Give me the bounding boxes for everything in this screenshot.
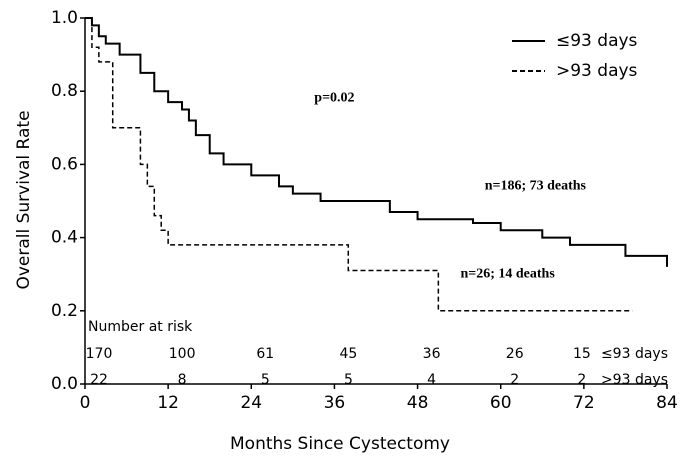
risk-count: 100 — [169, 346, 196, 362]
risk-count: 36 — [423, 346, 441, 362]
risk-count: 61 — [256, 346, 274, 362]
risk-count: 2 — [577, 372, 586, 388]
x-tick-label: 0 — [80, 393, 91, 413]
survival-curve — [85, 17, 668, 267]
risk-group: ≤93 days — [601, 346, 668, 362]
risk-count: 4 — [427, 372, 436, 388]
annotation: n=26; 14 deaths — [460, 266, 555, 281]
x-tick-label: 72 — [573, 393, 595, 413]
x-axis-label: Months Since Cystectomy — [230, 434, 450, 454]
risk-count: 170 — [86, 346, 113, 362]
x-tick-label: 12 — [157, 393, 179, 413]
y-tick-label: 1.0 — [51, 8, 78, 28]
risk-count: 5 — [344, 372, 353, 388]
risk-group: >93 days — [601, 372, 668, 388]
y-tick-label: 0.6 — [51, 154, 78, 174]
risk-count: 45 — [340, 346, 358, 362]
annotation: p=0.02 — [314, 91, 354, 106]
x-tick-label: 84 — [656, 393, 678, 413]
y-tick-label: 0.8 — [51, 81, 78, 101]
x-tick-label: 60 — [490, 393, 512, 413]
legend-label: >93 days — [556, 61, 638, 81]
risk-count: 26 — [506, 346, 524, 362]
x-tick-label: 24 — [240, 393, 262, 413]
legend-label: ≤93 days — [556, 31, 638, 51]
risk-count: 22 — [90, 372, 108, 388]
survival-curve — [85, 17, 633, 312]
x-tick-label: 48 — [407, 393, 429, 413]
y-tick-label: 0.2 — [51, 301, 78, 321]
risk-count: 8 — [178, 372, 187, 388]
risk-title: Number at risk — [88, 319, 193, 335]
y-axis-label: Overall Survival Rate — [14, 110, 34, 289]
y-tick-label: 0.4 — [51, 228, 78, 248]
risk-count: 5 — [261, 372, 270, 388]
x-tick-label: 36 — [324, 393, 346, 413]
y-tick-label: 0.0 — [51, 374, 78, 394]
risk-count: 15 — [573, 346, 591, 362]
annotation: n=186; 73 deaths — [485, 179, 587, 194]
risk-count: 2 — [510, 372, 519, 388]
